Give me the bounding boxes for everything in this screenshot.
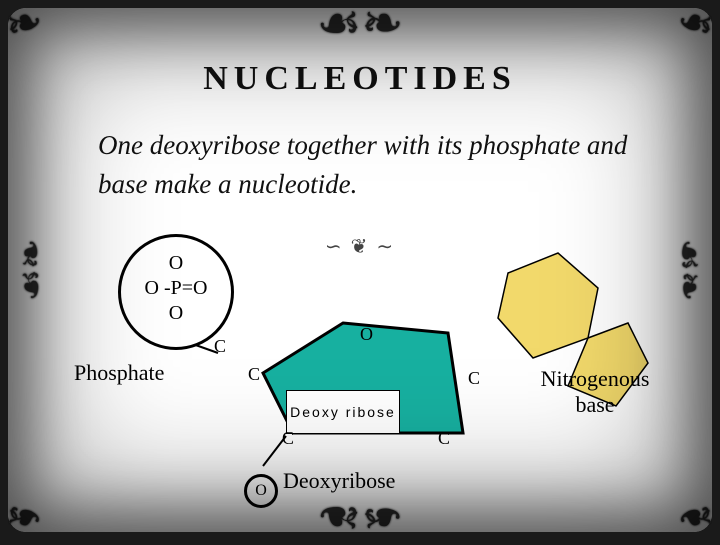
- atom-c: C: [214, 336, 226, 357]
- slide-title: NUCLEOTIDES: [8, 60, 712, 98]
- atom-c: C: [282, 428, 294, 449]
- phosphate-o-bottom: O: [121, 301, 231, 326]
- nucleotide-diagram: O O -P=O O Phosphate Nitrogenous base De…: [68, 218, 668, 528]
- nitrogenous-base-label: Nitrogenous base: [520, 366, 670, 419]
- corner-flourish-icon: ❧: [672, 490, 719, 542]
- slide-subtitle: One deoxyribose together with its phosph…: [98, 126, 672, 204]
- base-hexagon: [498, 253, 598, 358]
- atom-c: C: [248, 364, 260, 385]
- edge-flourish-icon: ☙❧: [317, 0, 404, 48]
- phosphate-formula: O -P=O: [121, 276, 231, 301]
- hydroxyl-group: O: [244, 474, 278, 508]
- atom-c: C: [468, 368, 480, 389]
- edge-flourish-icon: ☙❧: [671, 239, 707, 301]
- edge-flourish-icon: ☙❧: [13, 239, 49, 301]
- phosphate-o-top: O: [121, 251, 231, 276]
- corner-flourish-icon: ❧: [1, 0, 48, 50]
- atom-o: O: [360, 324, 373, 345]
- phosphate-group: O O -P=O O: [118, 234, 234, 350]
- phosphate-label: Phosphate: [74, 360, 164, 386]
- deoxyribose-label: Deoxyribose: [283, 468, 395, 494]
- atom-o: O: [255, 482, 267, 500]
- deoxyribose-box: Deoxy ribose: [286, 390, 400, 434]
- atom-c: C: [438, 428, 450, 449]
- corner-flourish-icon: ❧: [672, 0, 719, 50]
- corner-flourish-icon: ❧: [1, 490, 48, 542]
